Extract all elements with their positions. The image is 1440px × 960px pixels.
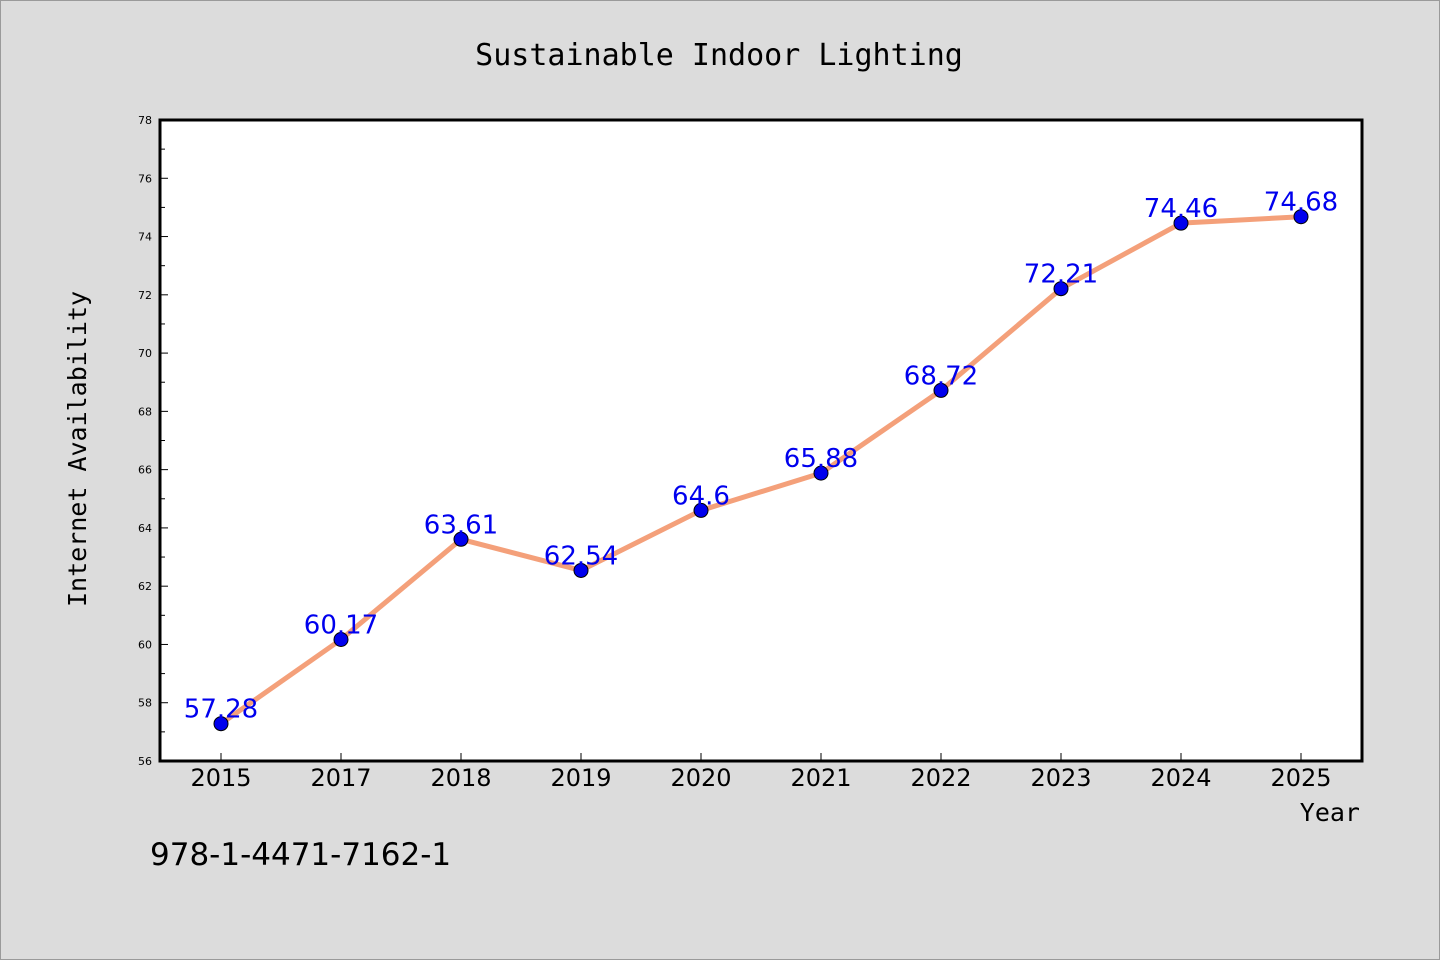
data-point	[1293, 209, 1309, 225]
y-tick-label: 72	[138, 289, 152, 302]
chart-title: Sustainable Indoor Lighting	[475, 38, 963, 73]
data-point	[213, 716, 229, 732]
isbn-label: 978-1-4471-7162-1	[150, 837, 451, 873]
data-point	[933, 382, 949, 398]
data-point	[1173, 215, 1189, 231]
data-point	[333, 632, 349, 648]
data-point	[573, 562, 589, 578]
y-axis-label: Internet Availability	[63, 291, 92, 607]
data-labels: 57.28 60.17 63.61 62.54 64.6 65.88 68.72 72.21 7…	[184, 188, 1338, 725]
y-tick-label: 64	[138, 522, 152, 535]
data-markers	[213, 209, 1309, 732]
data-point	[453, 531, 469, 547]
y-tick-label: 74	[138, 231, 152, 244]
data-label: 64.6	[672, 481, 730, 511]
data-label: 74.68	[1264, 188, 1338, 218]
series-line	[218, 214, 1304, 727]
y-axis: 56 58 60 62 64 66 68 70 72 74 76 78	[138, 114, 168, 768]
y-tick-label: 62	[138, 580, 152, 593]
y-tick-label: 68	[138, 405, 152, 418]
data-point	[693, 502, 709, 518]
x-tick-label: 2021	[790, 764, 851, 792]
x-tick-label: 2025	[1270, 764, 1331, 792]
x-tick-label: 2022	[910, 764, 971, 792]
x-tick-label: 2024	[1150, 764, 1211, 792]
x-tick-label: 2023	[1030, 764, 1091, 792]
y-tick-label: 60	[138, 638, 152, 651]
data-label: 74.46	[1144, 194, 1218, 224]
y-tick-label: 66	[138, 464, 152, 477]
data-point	[1053, 281, 1069, 297]
data-label: 60.17	[304, 611, 378, 641]
x-tick-label: 2018	[430, 764, 491, 792]
y-tick-label: 70	[138, 347, 152, 360]
x-tick-label: 2020	[670, 764, 731, 792]
y-tick-label: 76	[138, 172, 152, 185]
x-tick-label: 2019	[550, 764, 611, 792]
y-tick-label: 58	[138, 697, 152, 710]
data-point	[813, 465, 829, 481]
plot-area	[158, 118, 1364, 763]
y-tick-label: 78	[138, 114, 152, 127]
data-label: 57.28	[184, 695, 258, 725]
data-label: 65.88	[784, 444, 858, 474]
x-tick-label: 2017	[310, 764, 371, 792]
data-label: 62.54	[544, 541, 618, 571]
data-label: 68.72	[904, 361, 978, 391]
x-tick-label: 2015	[190, 764, 251, 792]
x-axis: 2015 2017 2018 2019 2020 2021 2022 2023 2024 2025	[190, 753, 1332, 792]
data-label: 72.21	[1024, 260, 1098, 290]
x-axis-label: Year	[1300, 798, 1360, 827]
y-tick-label: 56	[138, 755, 152, 768]
data-label: 63.61	[424, 510, 498, 540]
